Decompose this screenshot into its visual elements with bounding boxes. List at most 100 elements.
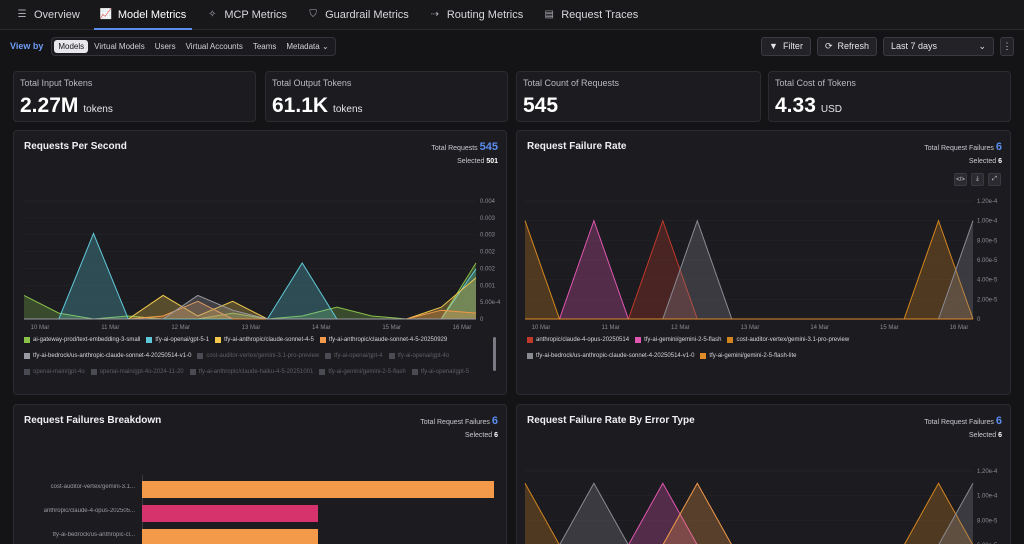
x-tick-label: 14 Mar xyxy=(810,325,829,331)
request-failure-rate-chart[interactable]: 1.20e-4 1.00e-4 8.00e-5 6.00e-5 4.00e-5 2.00e… xyxy=(523,195,1007,331)
legend-label: tfy-ai-openai/gpt-4 xyxy=(334,353,383,359)
legend-label: openai-main/gpt-4o xyxy=(33,369,85,375)
legend-label: tfy-ai-gemini/gemini-2-5-flash-lite xyxy=(709,353,797,359)
x-tick-label: 12 Mar xyxy=(671,325,690,331)
legend-item[interactable]: tfy-ai-openai/gpt-5 xyxy=(411,365,469,379)
bar[interactable] xyxy=(142,481,494,498)
legend-item[interactable]: cost-auditor-vertex/gemini-3.1-pro-previ… xyxy=(727,333,849,347)
panel-request-failure-rate: Request Failure Rate Total Request Failu… xyxy=(516,130,1011,395)
tab-overview[interactable]: ☰ Overview xyxy=(6,0,90,29)
tab-label: Routing Metrics xyxy=(446,8,524,21)
x-tick-label: 15 Mar xyxy=(880,325,899,331)
bar[interactable] xyxy=(142,505,318,522)
y-tick-label: 1.20e-4 xyxy=(977,469,998,475)
legend-item[interactable]: openai-main/gpt-4o xyxy=(24,365,85,379)
legend-item[interactable]: tfy-ai-openai/gpt-4o xyxy=(388,349,450,363)
stat-card-input-tokens: Total Input Tokens 2.27M tokens xyxy=(13,71,256,122)
legend-item[interactable]: tfy-ai-bedrock/us-anthropic-claude-sonne… xyxy=(527,349,694,363)
y-tick-label: 2.00e-5 xyxy=(977,297,998,303)
legend-item[interactable]: openai-main/gpt-4o-2024-11-20 xyxy=(90,365,184,379)
chevron-down-icon: ⌄ xyxy=(978,40,986,51)
x-tick-label: 12 Mar xyxy=(171,325,190,331)
legend-label: anthropic/claude-4-opus-20250514 xyxy=(536,337,630,343)
stat-unit: USD xyxy=(820,104,842,115)
y-tick-label: 1.00e-4 xyxy=(977,494,998,500)
tab-routing-metrics[interactable]: ⇢ Routing Metrics xyxy=(419,0,533,29)
legend-item[interactable]: cost-auditor-vertex/gemini-3.1-pro-previ… xyxy=(197,349,319,363)
view-by-segmented-control: Models Virtual Models Users Virtual Acco… xyxy=(51,36,336,56)
legend-swatch xyxy=(635,337,642,343)
failure-rate-by-error-type-chart[interactable]: 1.20e-41.00e-48.00e-56.00e-5 xyxy=(523,467,1007,544)
segment-users[interactable]: Users xyxy=(154,41,176,51)
segment-teams[interactable]: Teams xyxy=(252,41,277,51)
panel-title: Request Failure Rate xyxy=(527,141,627,152)
toolbar: View by Models Virtual Models Users Virt… xyxy=(0,31,1024,61)
total-value: 545 xyxy=(479,141,498,153)
tab-label: Overview xyxy=(34,8,80,21)
kebab-icon: ⋮ xyxy=(1002,40,1012,51)
legend-label: cost-auditor-vertex/gemini-3.1-pro-previ… xyxy=(736,337,850,343)
legend-swatch xyxy=(319,369,326,375)
chart-tools: </> ⤓ ⤢ xyxy=(954,173,1001,186)
legend-label: tfy-ai-anthropic/claude-sonnet-4-5-20250… xyxy=(328,337,448,343)
legend-item[interactable]: tfy-ai-gemini/gemini-2-5-flash xyxy=(635,333,721,347)
bar[interactable] xyxy=(142,529,318,544)
x-tick-label: 16 Mar xyxy=(950,325,969,331)
refresh-button[interactable]: ⟳ Refresh xyxy=(816,36,877,56)
series-area xyxy=(24,301,476,319)
tab-label: Request Traces xyxy=(561,8,639,21)
segment-virtual-models[interactable]: Virtual Models xyxy=(94,41,145,51)
legend-label: tfy-ai-bedrock/us-anthropic-claude-sonne… xyxy=(33,353,192,359)
tab-label: Model Metrics xyxy=(117,8,187,21)
filter-button[interactable]: ▼ Filter xyxy=(761,36,811,56)
time-range-value: Last 7 days xyxy=(891,41,938,51)
segment-metadata[interactable]: Metadata ⌄ xyxy=(282,40,332,53)
failures-breakdown-chart[interactable]: cost-auditor-vertex/gemini-3.1... anthrop… xyxy=(14,405,508,544)
segment-metadata-label: Metadata xyxy=(286,41,320,51)
legend-item[interactable]: anthropic/claude-4-opus-20250514 xyxy=(527,333,629,347)
tab-guardrail-metrics[interactable]: ⛉ Guardrail Metrics xyxy=(297,0,419,29)
download-icon[interactable]: ⤓ xyxy=(971,173,984,186)
legend-item[interactable]: tfy-ai-gemini/gemini-2-5-flash xyxy=(319,365,406,379)
tab-mcp-metrics[interactable]: ✧ MCP Metrics xyxy=(196,0,297,29)
routing-icon: ⇢ xyxy=(430,9,439,20)
more-options-button[interactable]: ⋮ xyxy=(1000,36,1014,56)
legend-item[interactable]: tfy-ai-openai/gpt-5-1 xyxy=(146,333,209,347)
refresh-label: Refresh xyxy=(837,41,869,51)
legend-item[interactable]: ai-gateway-prod/text-embedding-3-small xyxy=(24,333,140,347)
series-line xyxy=(24,294,476,320)
y-tick-label: 5.00e-4 xyxy=(480,300,501,306)
legend-item[interactable]: tfy-ai-anthropic/claude-sonnet-4-5-20250… xyxy=(319,333,448,347)
legend-label: tfy-ai-openai/gpt-5-1 xyxy=(155,337,210,343)
legend-swatch xyxy=(527,353,533,359)
selected-label: Selected xyxy=(457,158,485,165)
x-tick-label: 11 Mar xyxy=(101,325,119,331)
x-tick-label: 13 Mar xyxy=(242,325,261,331)
expand-icon[interactable]: ⤢ xyxy=(988,173,1001,186)
legend-item[interactable]: tfy-ai-openai/gpt-4 xyxy=(325,349,383,363)
legend-item[interactable]: tfy-ai-gemini/gemini-2-5-flash-lite xyxy=(700,349,796,363)
total-label: Total Request Failures xyxy=(924,145,994,152)
code-icon[interactable]: </> xyxy=(954,173,967,186)
time-range-select[interactable]: Last 7 days ⌄ xyxy=(883,36,994,56)
legend-swatch xyxy=(24,353,30,359)
segment-virtual-accounts[interactable]: Virtual Accounts xyxy=(185,41,243,51)
toolbar-actions: ▼ Filter ⟳ Refresh Last 7 days ⌄ ⋮ xyxy=(761,36,1014,56)
y-tick-label: 0 xyxy=(480,317,484,323)
legend-label: tfy-ai-openai/gpt-4o xyxy=(397,353,450,359)
series-area xyxy=(525,220,973,319)
stat-unit: tokens xyxy=(333,104,363,115)
segment-models[interactable]: Models xyxy=(54,39,89,53)
legend-scrollbar[interactable] xyxy=(493,337,496,371)
y-tick-label: 0.002 xyxy=(480,250,496,256)
legend-item[interactable]: tfy-ai-bedrock/us-anthropic-claude-sonne… xyxy=(24,349,191,363)
selected-value: 501 xyxy=(486,158,498,165)
y-tick-label: 0.003 xyxy=(480,216,496,222)
tab-model-metrics[interactable]: 📈 Model Metrics xyxy=(90,0,196,30)
x-tick-label: 15 Mar xyxy=(382,325,401,331)
legend-item[interactable]: tfy-ai-anthropic/claude-haiku-4-5-202510… xyxy=(189,365,313,379)
requests-per-second-chart[interactable]: 0.004 0.003 0.003 0.002 0.002 0.001 5.00e-4 0 10… xyxy=(22,195,502,331)
tab-request-traces[interactable]: ▤ Request Traces xyxy=(533,0,648,29)
legend-item[interactable]: tfy-ai-anthropic/claude-sonnet-4-5 xyxy=(215,333,314,347)
stat-unit: tokens xyxy=(83,104,113,115)
